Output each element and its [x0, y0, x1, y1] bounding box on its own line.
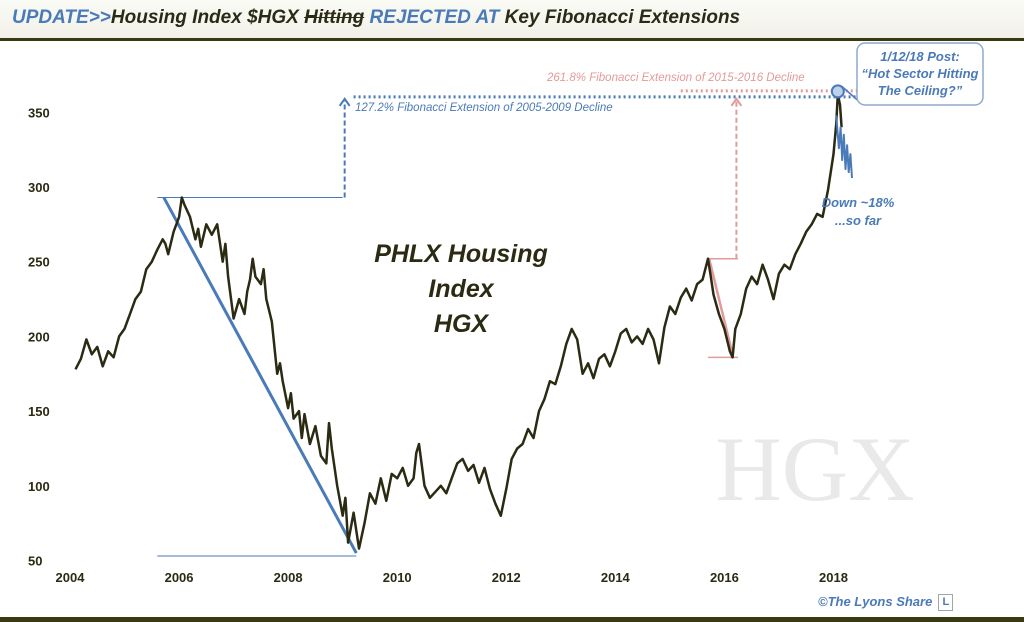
callout-text: The Ceiling?” — [878, 83, 963, 98]
pink-decline-arrow — [707, 258, 734, 355]
peak-marker — [830, 84, 845, 99]
title-rejected: REJECTED AT — [364, 7, 500, 28]
x-tick-label: 2006 — [165, 570, 194, 585]
watermark: HGX — [715, 418, 914, 520]
blue-arrowhead — [338, 97, 351, 107]
credit: ©The Lyons Share L — [818, 594, 954, 612]
y-tick-label: 300 — [28, 180, 50, 195]
title-rest: Key Fibonacci Extensions — [499, 7, 741, 28]
pink-level-label: 261.8% Fibonacci Extension of 2015-2016 … — [546, 72, 805, 84]
price-layer — [74, 84, 863, 550]
y-tick-label: 50 — [28, 554, 42, 569]
title-update: UPDATE>> — [12, 7, 111, 28]
price-line-hgx — [74, 93, 843, 550]
title-main: Housing Index $HGX — [110, 7, 305, 28]
x-tick-label: 2016 — [710, 570, 739, 585]
callout-text: “Hot Sector Hitting — [862, 66, 979, 81]
y-tick-label: 350 — [28, 105, 50, 120]
down-note: Down ~18% — [822, 195, 895, 210]
title-struck: Hitting — [304, 7, 365, 28]
axis-layer: 2004 2006 2008 2010 2012 2014 2016 2018 50 100 150… — [28, 105, 848, 585]
price-line-recent — [835, 115, 853, 179]
page-title: UPDATE>>Housing Index $HGX Hitting REJEC… — [12, 7, 740, 29]
y-tick-label: 150 — [28, 404, 50, 419]
chart-title-line: PHLX Housing — [374, 240, 548, 268]
x-tick-label: 2014 — [601, 570, 631, 585]
y-tick-label: 200 — [28, 329, 50, 344]
x-tick-label: 2012 — [492, 570, 521, 585]
x-tick-label: 2018 — [819, 570, 848, 585]
x-tick-label: 2010 — [383, 570, 412, 585]
logo-icon: L — [938, 594, 954, 612]
blue-level-label: 127.2% Fibonacci Extension of 2005-2009 … — [355, 102, 613, 114]
bottom-rule — [0, 617, 1024, 622]
callout-text: 1/12/18 Post: — [880, 49, 960, 64]
blue-decline-arrow — [162, 196, 358, 554]
y-tick-label: 100 — [28, 479, 50, 494]
pink-arrowhead — [730, 97, 743, 107]
callout-box — [856, 42, 984, 106]
annotation-lines — [157, 89, 883, 557]
x-tick-label: 2008 — [274, 570, 303, 585]
text-layer: 1/12/18 Post: “Hot Sector Hitting The Ceil… — [355, 42, 984, 338]
y-tick-label: 250 — [28, 255, 50, 270]
credit-text: ©The Lyons Share — [818, 594, 933, 609]
chart-title-line: Index — [428, 275, 494, 303]
chart-title-line: HGX — [434, 310, 490, 338]
x-tick-label: 2004 — [56, 570, 86, 585]
down-note: ...so far — [835, 213, 882, 228]
title-bar: UPDATE>>Housing Index $HGX Hitting REJEC… — [0, 0, 1024, 41]
